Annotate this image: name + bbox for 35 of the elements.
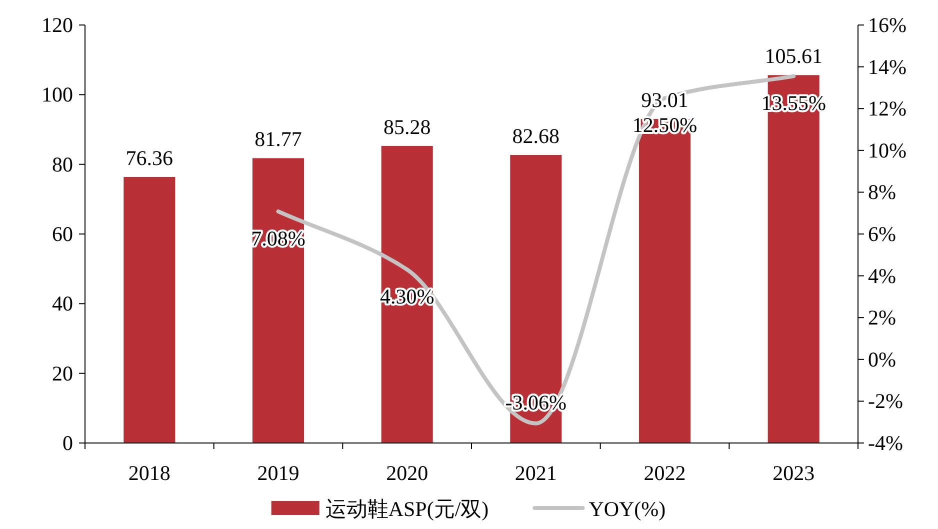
y-tick-label: 100 (42, 82, 73, 107)
x-tick-label: 2020 (386, 461, 428, 485)
data-label: 85.28 (383, 114, 431, 139)
data-label: 81.77 (254, 127, 302, 152)
y-tick-label: 20 (52, 361, 73, 386)
y2-tick-label: 2% (868, 306, 896, 330)
x-tick-label: 2021 (514, 461, 557, 485)
y2-tick-label: 16% (868, 13, 906, 37)
data-label: 93.01 (641, 88, 688, 112)
x-tick-label: 2019 (257, 461, 300, 485)
y2-tick-label: -4% (868, 431, 903, 455)
bar (252, 158, 304, 443)
y2-tick-label: 4% (868, 264, 896, 288)
data-label: 76.36 (126, 146, 174, 170)
legend-label: 运动鞋ASP(元/双) (325, 497, 489, 521)
y2-tick-label: 12% (868, 96, 906, 121)
y-tick-label: 40 (52, 292, 73, 316)
data-label: 105.61 (764, 44, 822, 68)
y-tick-label: 120 (42, 13, 73, 37)
x-tick-label: 2023 (772, 461, 815, 485)
y2-tick-label: 8% (868, 180, 896, 204)
y-tick-label: 60 (52, 222, 73, 246)
y2-tick-label: -2% (868, 389, 903, 414)
bar (124, 177, 176, 443)
y2-tick-label: 6% (868, 222, 896, 246)
x-tick-label: 2022 (644, 461, 686, 485)
y-tick-label: 80 (52, 152, 73, 176)
y2-tick-label: 14% (868, 54, 906, 79)
data-label: 82.68 (512, 124, 560, 148)
legend-label: YOY(%) (588, 497, 666, 521)
bar (381, 146, 433, 443)
y-tick-label: 0 (62, 431, 73, 455)
x-tick-label: 2018 (128, 461, 170, 485)
y2-tick-label: 10% (868, 138, 906, 162)
y2-tick-label: 0% (868, 347, 896, 372)
